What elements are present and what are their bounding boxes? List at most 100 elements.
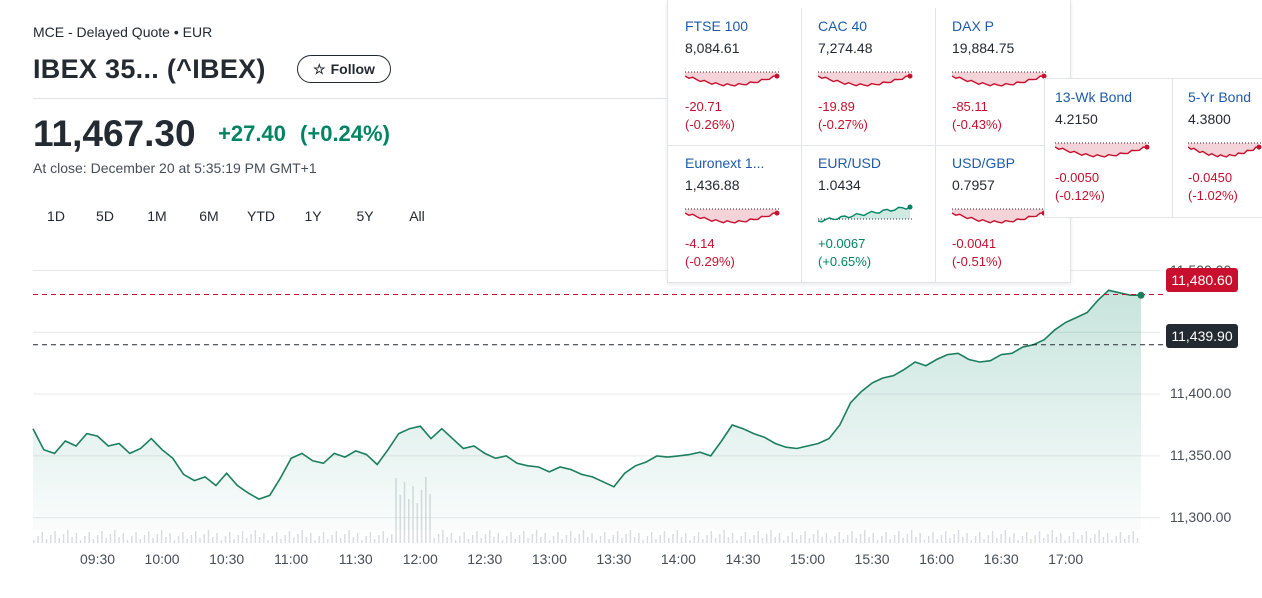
volume-bar [493,537,495,543]
volume-bar [1098,530,1100,543]
volume-bar [480,538,482,543]
market-tile-eurusd[interactable]: EUR/USD 1.0434 +0.0067 (+0.65%) [801,145,934,282]
volume-bar [719,534,721,543]
market-name[interactable]: FTSE 100 [685,18,749,34]
volume-bar [79,540,82,543]
volume-bar [646,536,649,543]
volume-bar [817,530,819,543]
volume-bar [923,540,926,543]
volume-bar [659,535,661,543]
range-5d[interactable]: 5D [96,208,114,224]
volume-bar [224,536,227,543]
volume-bar [783,540,785,543]
x-tick-label: 11:00 [274,551,309,567]
range-all[interactable]: All [409,208,425,224]
volume-bar [331,535,333,543]
range-6m[interactable]: 6M [199,208,219,224]
volume-bar [996,538,998,543]
volume-bar [638,533,640,543]
volume-bar [685,533,687,543]
x-tick-label: 10:00 [144,551,180,567]
volume-bar [1021,536,1024,543]
change-percent: (+0.24%) [300,121,390,146]
volume-bar [369,532,372,543]
volume-bar [1089,538,1092,543]
market-name[interactable]: USD/GBP [952,155,1016,171]
volume-bar [591,533,593,543]
volume-bar [604,532,606,543]
market-tile-cac[interactable]: CAC 40 7,274.48 -19.89 (-0.27%) [801,8,934,145]
volume-bar [305,537,308,543]
bonds-panel: 13-Wk Bond 4.2150 -0.0050 (-0.12%) 5-Yr B… [1044,78,1262,218]
volume-bar [702,539,704,543]
volume-bar [1128,535,1130,543]
volume-bar [156,534,159,543]
market-tile-euronext[interactable]: Euronext 1... 1,436.88 -4.14 (-0.29%) [668,145,801,282]
range-1m[interactable]: 1M [147,208,167,224]
volume-bar [378,535,380,543]
sparkline-fill [818,207,910,222]
market-name[interactable]: Euronext 1... [685,155,765,171]
volume-bar [1042,538,1045,543]
volume-bar [667,538,670,543]
volume-bar [1077,539,1079,543]
volume-bar [842,539,845,543]
bond-name[interactable]: 13-Wk Bond [1055,89,1133,105]
market-name[interactable]: EUR/USD [818,155,882,171]
volume-bar [795,539,798,543]
volume-bar [838,532,840,543]
current-price: 11,467.30 [33,113,196,154]
volume-bar [723,530,725,543]
volume-bar [216,533,218,543]
volume-bar [297,534,299,543]
sparkline-dot [774,210,780,216]
volume-bar [41,532,44,543]
volume-bar [254,530,257,543]
volume-bar [1081,535,1083,543]
volume-bar [1111,540,1113,543]
volume-bar [940,535,943,543]
volume-bar [889,539,892,543]
bond-value: 4.2150 [1055,111,1098,127]
price-chart[interactable] [0,230,1262,560]
follow-button[interactable]: ☆ Follow [297,55,391,83]
volume-bar [58,538,61,543]
volume-bar [565,535,568,543]
volume-bar [731,533,734,543]
volume-bar [501,540,504,543]
market-tile-dax[interactable]: DAX P 19,884.75 -85.11 (-0.43%) [935,8,1068,145]
volume-bar [497,533,500,543]
market-name[interactable]: DAX P [952,18,995,34]
range-1d[interactable]: 1D [47,208,65,224]
x-tick-label: 09:30 [80,551,116,567]
volume-bar [744,532,747,543]
bond-tile-13wk[interactable]: 13-Wk Bond 4.2150 -0.0050 (-0.12%) [1045,79,1172,216]
volume-bar [697,532,700,543]
volume-bar [714,538,717,543]
bond-name[interactable]: 5-Yr Bond [1188,89,1252,105]
market-change-pct: (-0.43%) [952,117,1002,132]
volume-bar [190,535,193,543]
last-price-dot [1137,291,1145,299]
volume-bar [727,537,730,543]
sparkline-path [685,75,778,87]
change-value: +27.40 [218,121,286,146]
range-ytd[interactable]: YTD [247,208,275,224]
volume-bar [301,530,303,543]
volume-bar [143,535,146,543]
volume-bar [642,540,644,543]
panel-divider [1172,79,1173,217]
bond-tile-5yr[interactable]: 5-Yr Bond 4.3800 -0.0450 (-1.02%) [1172,79,1262,216]
market-change: +0.0067 [818,236,866,251]
previous-close-tag: 11,439.90 [1166,324,1238,348]
range-1y[interactable]: 1Y [304,208,322,224]
volume-bar [152,538,154,543]
market-tile-usdgbp[interactable]: USD/GBP 0.7957 -0.0041 (-0.51%) [935,145,1068,282]
range-5y[interactable]: 5Y [356,208,374,224]
volume-bar [54,531,56,543]
market-name[interactable]: CAC 40 [818,18,868,34]
volume-bar [1030,539,1032,543]
volume-bar [1136,538,1139,543]
market-tile-ftse[interactable]: FTSE 100 8,084.61 -20.71 (-0.26%) [668,8,801,145]
volume-bar [365,536,367,543]
